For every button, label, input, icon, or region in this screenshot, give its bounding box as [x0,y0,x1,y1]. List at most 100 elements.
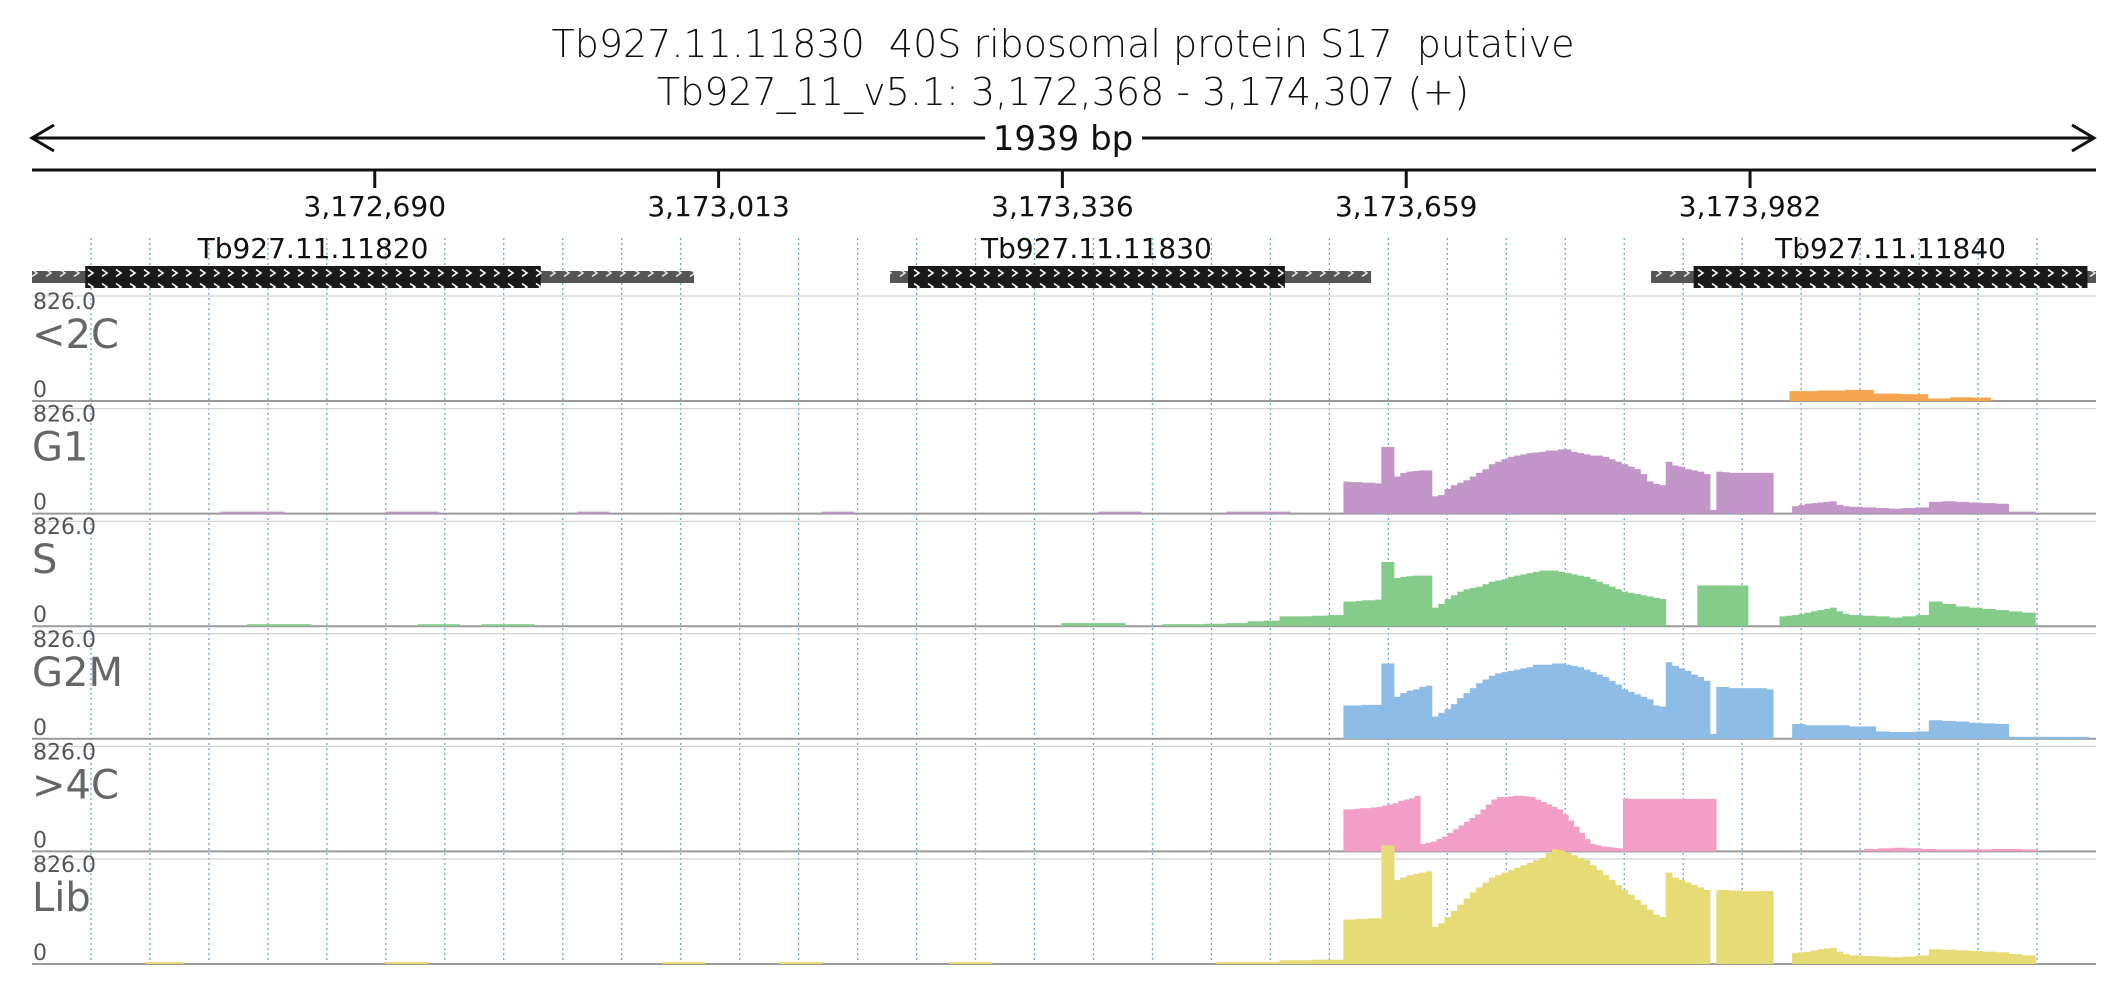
coverage-bar [1545,570,1553,627]
coverage-bar [1387,845,1395,964]
coverage-bar [2061,736,2076,739]
coverage-bar [1343,705,1351,739]
coverage-bar [1849,955,1863,964]
coverage-bar [1577,575,1584,627]
coverage-bar [1356,705,1363,739]
coverage-bar [1457,698,1464,739]
coverage-bar [1863,848,1879,852]
coverage-bar [1469,476,1477,514]
coverage-bar [1362,918,1370,964]
gene-model[interactable]: Tb927.11.11840 [1651,232,2096,288]
coverage-bar [1398,800,1405,852]
coverage-bar [1425,685,1433,739]
coverage-bar [1634,469,1641,514]
coverage-track: 826.0G1 0 [32,403,2096,516]
coverage-bar [1412,873,1420,964]
coverage-bar [1627,466,1635,514]
coverage-bar [1915,507,1930,514]
coverage-bar [1356,482,1363,514]
coverage-bar [1694,798,1701,852]
coverage-bar [1650,798,1657,852]
coverage-bar [1747,688,1755,739]
coverage-bar [1558,663,1566,739]
coverage-bar [1779,616,1787,627]
coverage-bar [1419,686,1426,739]
coverage-bar [1836,951,1844,964]
coverage-bar [1457,904,1464,964]
coverage-bar [1968,607,1983,627]
coverage-bar [1507,796,1514,852]
coverage-bar [1710,798,1717,852]
coverage-bar [1533,571,1540,627]
coverage-bar [1596,870,1603,964]
ruler-tick-label: 3,173,013 [647,190,790,223]
coverage-bar [1902,956,1916,964]
coverage-bar [1469,892,1477,964]
coverage-bar [1792,615,1799,627]
coverage-bar [1875,731,1890,739]
coverage-bar [1368,482,1376,514]
coverage-bar [1722,472,1730,514]
coverage-bar [1735,585,1742,627]
coverage-bar [1444,709,1452,739]
coverage-bar [1589,579,1597,627]
coverage-bar [1691,884,1698,964]
coverage-bar [1811,725,1818,739]
coverage-bar [1792,723,1799,739]
coverage-bar [1551,570,1559,627]
coverage-bar [1653,597,1660,627]
gene-model[interactable]: Tb927.11.11830 [889,232,1372,288]
coverage-bar [1431,607,1439,627]
coverage-bar [1760,891,1768,964]
coverage-bar [1902,732,1916,739]
coverage-bar [1450,595,1458,627]
track-name: <2C [32,312,119,358]
coverage-bar [1488,675,1496,739]
coverage-bar [1514,455,1521,514]
coverage-bar [1928,601,1943,627]
coverage-bar [1754,688,1761,739]
coverage-bar [1995,952,2010,964]
coverage-bar [1529,797,1536,852]
coverage-bar [1464,821,1470,852]
coverage-bar [1995,610,2010,627]
coverage-bar [1640,595,1648,627]
coverage-bar [1564,664,1572,739]
coverage-bar [1608,880,1616,964]
coverage-bar [1476,586,1483,627]
gene-label: Tb927.11.11820 [197,232,429,265]
coverage-bar [1928,949,1943,964]
track-min-label: 0 [33,378,47,403]
coverage-bar [1370,807,1377,852]
coverage-bar [1677,798,1684,852]
ruler-tick-label: 3,173,982 [1679,190,1822,223]
coverage-bar [1539,857,1547,964]
coverage-bar [1684,469,1692,514]
coverage-bar [1469,818,1476,852]
coverage-bar [1684,882,1692,964]
coverage-bar [1488,464,1496,514]
coverage-tracks: 826.0<2C0826.0G10826.0S0826.0G2M0826.0>4… [32,290,2096,966]
coverage-bar [1495,461,1502,514]
gene-model[interactable]: Tb927.11.11820 [32,232,695,288]
coverage-bar [1501,579,1509,627]
coverage-bar [1888,617,1903,627]
track-min-label: 0 [33,941,47,966]
coverage-bar [1507,670,1515,739]
coverage-bar [1444,917,1452,964]
coverage-bar [1915,731,1930,739]
coverage-bar [1482,584,1490,627]
coverage-bar [1892,847,1908,852]
coverage-bar [1982,723,1996,739]
coverage-bar [1792,506,1799,514]
coverage-bar [1381,845,1389,964]
coverage-bar [1722,686,1730,739]
coverage-bar [1950,397,1971,401]
coverage-bar [1634,899,1641,964]
coverage-bar [1540,802,1547,852]
coverage-bar [1741,585,1749,627]
coverage-bar [1849,726,1863,739]
coverage-bar [1495,673,1502,739]
